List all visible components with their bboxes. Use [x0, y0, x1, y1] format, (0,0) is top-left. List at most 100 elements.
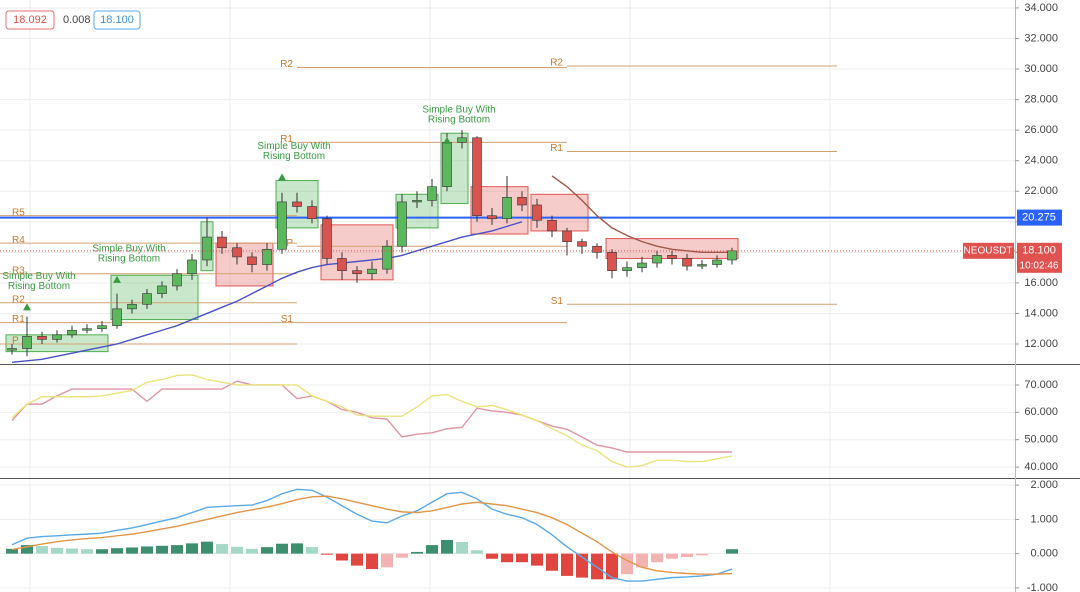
histogram-bar [276, 543, 288, 554]
histogram-bar [111, 548, 123, 554]
histogram-bar [6, 548, 18, 554]
buy-signal-marker [23, 303, 31, 311]
candle-body [712, 259, 722, 265]
candle-body [547, 219, 557, 232]
histogram-bar [546, 553, 558, 571]
candle-body [592, 245, 602, 253]
symbol-label: NEOUSDT [964, 245, 1013, 256]
y-tick-label: 2.000 [1030, 479, 1058, 491]
y-tick-label: 28.000 [1024, 93, 1058, 105]
y-tick-label: 32.000 [1024, 32, 1058, 44]
y-tick-label: 0.000 [1030, 548, 1058, 560]
candle-body [637, 262, 647, 268]
histogram-bar [261, 547, 273, 554]
candle-body [532, 204, 542, 221]
pivot-label: R1 [12, 314, 25, 325]
histogram-bar [156, 545, 168, 554]
indicator-line [11, 374, 733, 468]
annotation-text: Simple Buy With [422, 105, 495, 116]
pivot-label: R5 [12, 207, 25, 218]
pivot-label: P [12, 336, 19, 347]
candle-body [292, 201, 302, 207]
candle-body [727, 250, 737, 261]
histogram-bar [216, 544, 228, 554]
y-tick-label: 70.000 [1024, 379, 1058, 391]
candle-body [382, 245, 392, 270]
badge-ask: 18.100 [100, 14, 134, 26]
histogram-bar [336, 553, 348, 561]
annotation-text: Simple Buy With [257, 141, 330, 152]
histogram-bar [651, 553, 663, 563]
histogram-bar [396, 553, 408, 558]
histogram-bar [36, 546, 48, 554]
candle-body [367, 268, 377, 275]
candle-body [562, 230, 572, 242]
histogram-bar [381, 553, 393, 568]
y-tick-label: 1.000 [1030, 513, 1058, 525]
vertical-grid [29, 0, 831, 592]
candle-body [67, 329, 77, 336]
indicator-line [11, 488, 733, 582]
candle-body [187, 259, 197, 275]
badge-bid: 18.092 [13, 14, 47, 26]
pivot-label: R1 [280, 134, 293, 145]
badge-box [5, 10, 55, 30]
buy-signal-marker [113, 275, 121, 283]
histogram-bar [306, 547, 318, 554]
indicator-line [11, 380, 732, 453]
pivot-label: S1 [551, 296, 564, 307]
candle-body [607, 252, 617, 271]
candle-body [52, 334, 62, 340]
y-tick-label: 30.000 [1024, 63, 1058, 75]
candle-body [472, 137, 482, 216]
histogram-bar [636, 553, 648, 568]
candle-body [352, 270, 362, 275]
pivot-label: R2 [280, 59, 293, 70]
y-tick-label: 60.000 [1024, 406, 1058, 418]
pivot-label: R2 [12, 294, 25, 305]
indicator-line [11, 495, 733, 575]
histogram-bar [471, 550, 483, 554]
histogram-bar [531, 553, 543, 566]
histogram-bar [666, 553, 678, 559]
histogram-bar [486, 553, 498, 559]
y-tick-label: -1.000 [1027, 582, 1058, 592]
histogram-bar [21, 545, 33, 554]
histogram-bar [246, 548, 258, 554]
candle-body [247, 256, 257, 265]
histogram-bar [81, 549, 93, 554]
y-tick-label: 14.000 [1024, 307, 1058, 319]
candle-body [232, 247, 242, 258]
candle-body [487, 215, 497, 220]
candle-body [7, 348, 17, 351]
level-price-label: 20.275 [1022, 211, 1056, 223]
y-tick-label: 22.000 [1024, 185, 1058, 197]
candle-body [697, 264, 707, 267]
histogram-bar [696, 553, 708, 556]
annotation-text: Simple Buy With [92, 244, 165, 255]
candle-body [427, 186, 437, 201]
histogram-bar [561, 553, 573, 576]
symbol-box [963, 242, 1014, 259]
histogram-bar [96, 549, 108, 554]
candle-body [667, 255, 677, 259]
annotation-text: Rising Bottom [428, 115, 490, 126]
candle-body [502, 197, 512, 220]
candle-body [307, 206, 317, 220]
candle-body [172, 273, 182, 287]
y-tick-label: 26.000 [1024, 124, 1058, 136]
histogram-bar [231, 546, 243, 554]
candle-body [22, 336, 32, 349]
candle-body [277, 201, 287, 250]
candle-body [82, 328, 92, 331]
pivot-label: R4 [12, 235, 25, 246]
histogram-bar [126, 547, 138, 554]
candle-body [457, 137, 467, 143]
buy-signal-marker [443, 136, 451, 144]
candle-body [397, 201, 407, 247]
candle-body [682, 258, 692, 267]
price-label-box [1017, 209, 1062, 226]
histogram-bar [516, 553, 528, 563]
candle-body [577, 241, 587, 247]
